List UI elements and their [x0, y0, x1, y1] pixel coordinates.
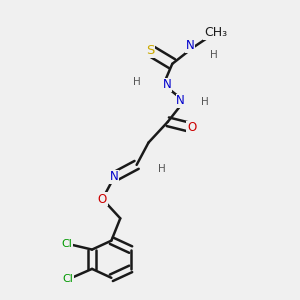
Text: H: H: [201, 98, 209, 107]
Text: CH₃: CH₃: [204, 26, 227, 39]
Text: H: H: [210, 50, 218, 60]
Text: Cl: Cl: [63, 274, 74, 284]
Text: N: N: [110, 170, 119, 183]
Text: H: H: [158, 164, 166, 174]
Text: Cl: Cl: [61, 238, 72, 249]
Text: N: N: [163, 78, 171, 91]
Text: O: O: [98, 193, 107, 206]
Text: N: N: [176, 94, 185, 107]
Text: S: S: [146, 44, 154, 57]
Text: H: H: [133, 76, 140, 87]
Text: N: N: [186, 40, 194, 52]
Text: O: O: [187, 121, 196, 134]
